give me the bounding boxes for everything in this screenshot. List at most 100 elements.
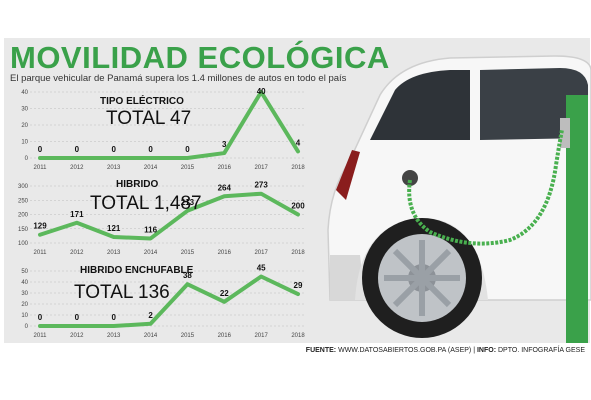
source-separator: | (473, 347, 476, 354)
y-tick-label: 150 (18, 227, 29, 233)
data-point (296, 213, 300, 216)
data-point (149, 156, 153, 160)
source-credit: FUENTE: WWW.DATOSABIERTOS.GOB.PA (ASEP) … (306, 347, 585, 354)
info-label: INFO: (476, 347, 497, 354)
y-tick-label: 0 (25, 324, 29, 330)
y-tick-label: 20 (21, 302, 28, 308)
x-tick-label: 2013 (107, 250, 121, 256)
x-tick-label: 2016 (218, 165, 232, 171)
x-tick-label: 2015 (181, 333, 195, 339)
data-label: 213 (181, 198, 195, 207)
chart-title: HIBRIDO (116, 179, 158, 190)
x-tick-label: 2018 (291, 333, 305, 339)
data-label: 40 (257, 87, 266, 96)
data-point (75, 324, 79, 328)
x-tick-label: 2011 (34, 333, 48, 339)
data-point (296, 149, 300, 153)
data-label: 0 (75, 145, 80, 154)
data-point (185, 282, 189, 286)
data-point (75, 221, 79, 225)
electric-car-icon (327, 55, 591, 343)
data-label: 200 (291, 202, 305, 211)
x-tick-label: 2014 (144, 165, 158, 171)
x-tick-label: 2011 (34, 165, 48, 171)
x-tick-label: 2015 (181, 250, 195, 256)
y-tick-label: 20 (21, 123, 28, 129)
y-tick-label: 40 (21, 280, 28, 286)
series-line (38, 274, 300, 328)
data-point (222, 300, 226, 304)
data-label: 171 (70, 210, 84, 219)
data-point (259, 90, 263, 94)
page-subtitle: El parque vehicular de Panamá supera los… (10, 73, 347, 84)
data-label: 45 (257, 264, 266, 273)
y-tick-label: 30 (21, 291, 28, 297)
data-point (222, 194, 226, 198)
data-point (38, 324, 42, 328)
x-tick-label: 2013 (107, 333, 121, 339)
data-label: 3 (222, 140, 227, 149)
data-label: 116 (144, 225, 157, 234)
chart-total: TOTAL 47 (106, 108, 191, 129)
data-point (259, 192, 263, 196)
data-point (112, 324, 116, 328)
data-label: 129 (33, 222, 47, 231)
series-line (38, 191, 300, 241)
y-tick-label: 30 (21, 107, 28, 113)
data-label: 4 (296, 138, 301, 147)
x-tick-label: 2017 (254, 333, 268, 339)
y-tick-label: 50 (21, 269, 28, 275)
source-label: FUENTE: (305, 347, 337, 354)
data-label: 22 (220, 289, 229, 298)
data-point (149, 322, 153, 326)
data-point (222, 151, 226, 155)
page-title: MOVILIDAD ECOLÓGICA (10, 40, 390, 75)
x-tick-label: 2015 (181, 165, 195, 171)
x-tick-label: 2013 (107, 165, 121, 171)
y-tick-label: 100 (18, 241, 29, 247)
x-tick-label: 2012 (70, 333, 84, 339)
data-point (38, 156, 42, 160)
data-point (75, 156, 79, 160)
data-label: 264 (218, 183, 232, 192)
data-label: 29 (294, 281, 303, 290)
y-tick-label: 10 (21, 313, 28, 319)
data-label: 0 (148, 145, 153, 154)
data-label: 0 (111, 313, 116, 322)
data-label: 0 (111, 145, 116, 154)
x-tick-label: 2012 (70, 250, 84, 256)
source-text: WWW.DATOSABIERTOS.GOB.PA (ASEP) (338, 347, 472, 354)
y-tick-label: 250 (18, 198, 29, 204)
data-label: 2 (148, 311, 153, 320)
x-tick-label: 2012 (70, 165, 84, 171)
data-label: 0 (75, 313, 80, 322)
x-tick-label: 2018 (291, 165, 305, 171)
x-tick-label: 2014 (144, 250, 158, 256)
y-tick-label: 10 (21, 140, 28, 146)
data-point (149, 236, 153, 240)
y-tick-label: 40 (21, 90, 28, 96)
data-point (185, 209, 189, 213)
chart-title: TIPO ELÉCTRICO (100, 94, 184, 107)
data-point (185, 156, 189, 160)
chart-total: TOTAL 1,487 (90, 193, 202, 214)
data-label: 273 (254, 181, 268, 190)
data-point (259, 275, 263, 278)
data-label: 121 (107, 224, 121, 233)
data-point (112, 235, 116, 239)
series-line (38, 90, 300, 160)
data-point (38, 233, 42, 237)
x-tick-label: 2017 (254, 250, 268, 256)
data-label: 0 (38, 313, 43, 322)
y-tick-label: 200 (18, 213, 29, 219)
data-point (296, 292, 300, 296)
chart-title: HIBRIDO ENCHUFABLE (80, 265, 194, 276)
x-tick-label: 2011 (34, 250, 48, 256)
data-label: 0 (185, 145, 190, 154)
x-tick-label: 2016 (218, 250, 232, 256)
info-text: DPTO. INFOGRAFÍA GESE (498, 347, 585, 354)
y-tick-label: 0 (25, 156, 29, 162)
